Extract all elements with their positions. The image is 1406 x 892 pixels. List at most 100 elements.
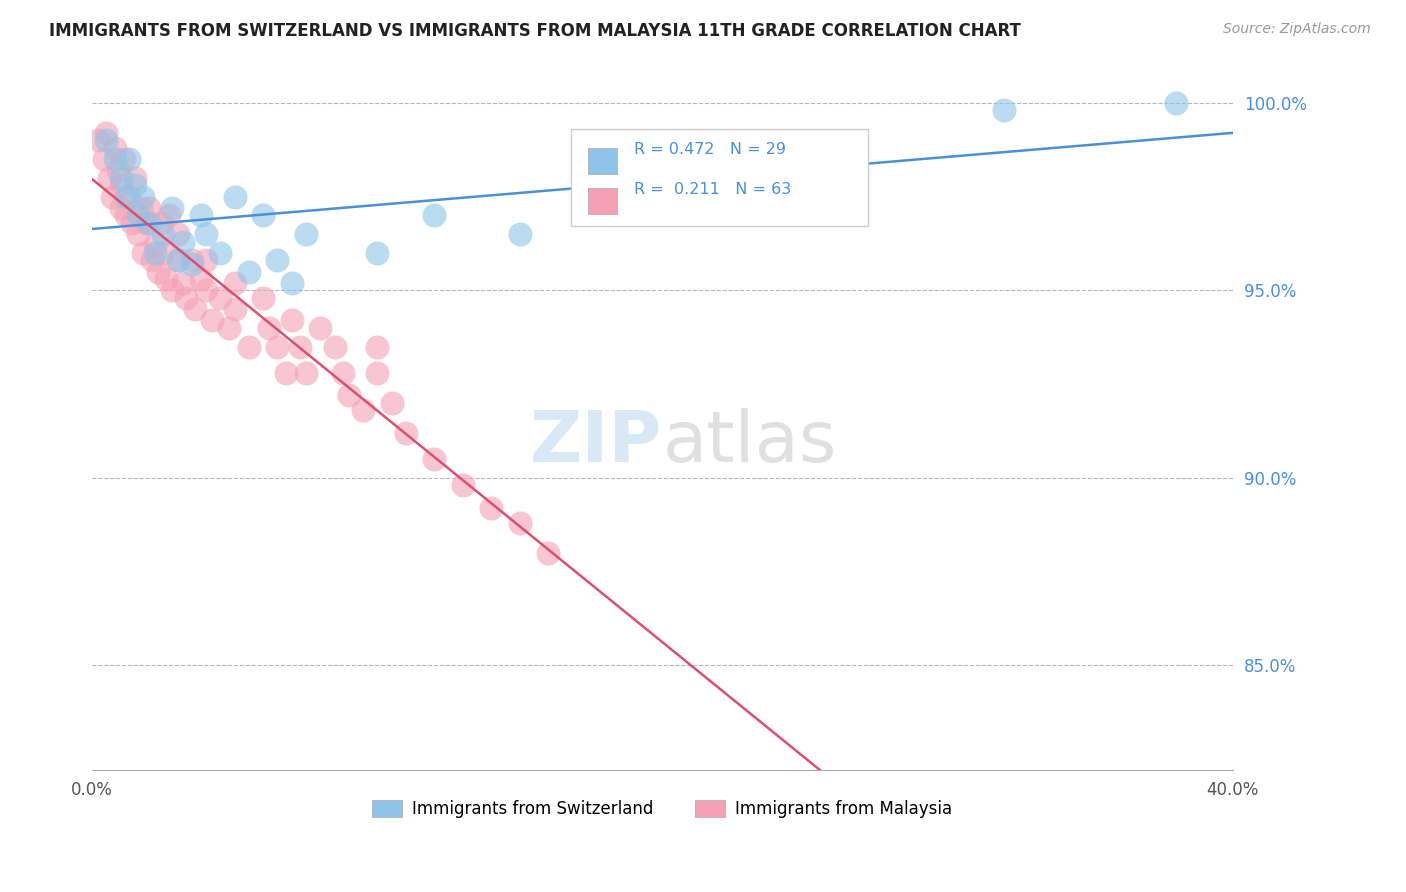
Point [155,272,177,286]
Point [238,264,260,278]
Bar [588,148,617,174]
Point [266,339,288,353]
Point [124,178,146,193]
Point [172,235,194,249]
Point [280,313,302,327]
Point [266,253,288,268]
Point [257,320,280,334]
Point [174,291,197,305]
Point [423,452,446,467]
Point [118,189,141,203]
Point [138,201,160,215]
Point [352,403,374,417]
Point [181,253,204,268]
Point [96,126,118,140]
Point [274,366,297,380]
Point [129,201,152,215]
Point [118,152,141,166]
Point [172,276,194,290]
Point [110,178,132,193]
Point [195,227,218,241]
Text: IMMIGRANTS FROM SWITZERLAND VS IMMIGRANTS FROM MALAYSIA 11TH GRADE CORRELATION C: IMMIGRANTS FROM SWITZERLAND VS IMMIGRANT… [49,22,1021,40]
Point [152,227,174,241]
Point [181,257,204,271]
Point [127,227,149,241]
Point [295,227,318,241]
Point [115,189,138,203]
Point [195,253,218,268]
Point [190,208,212,222]
Point [166,253,188,268]
Point [112,152,135,166]
Point [395,425,418,440]
Legend: Immigrants from Switzerland, Immigrants from Malaysia: Immigrants from Switzerland, Immigrants … [366,793,959,824]
Point [132,189,155,203]
Point [423,208,446,222]
Point [366,245,388,260]
Text: Source: ZipAtlas.com: Source: ZipAtlas.com [1223,22,1371,37]
Point [509,516,531,530]
Point [143,238,166,252]
Point [366,339,388,353]
Point [509,227,531,241]
Point [104,152,127,166]
Point [380,396,402,410]
Point [143,245,166,260]
Point [127,208,149,222]
Point [280,276,302,290]
Point [201,313,224,327]
Point [1164,95,1187,110]
Point [209,291,232,305]
Bar [588,187,617,214]
Point [152,245,174,260]
Point [184,301,207,316]
Point [337,388,360,402]
Point [104,141,127,155]
Point [309,320,332,334]
Point [110,170,132,185]
Point [195,283,218,297]
Point [124,170,146,185]
Point [132,245,155,260]
Point [87,133,110,147]
Point [451,478,474,492]
Point [101,189,124,203]
Point [146,264,169,278]
Point [115,208,138,222]
Point [993,103,1015,118]
Point [107,163,129,178]
Point [138,216,160,230]
Point [209,245,232,260]
Point [366,366,388,380]
Point [160,283,183,297]
Point [238,339,260,353]
Point [166,227,188,241]
Point [98,170,121,185]
FancyBboxPatch shape [571,128,868,227]
Point [190,272,212,286]
Point [295,366,318,380]
Point [224,189,246,203]
Text: atlas: atlas [662,408,837,477]
Point [110,201,132,215]
Point [121,216,143,230]
Point [96,133,118,147]
Text: ZIP: ZIP [530,408,662,477]
Point [290,339,312,353]
Point [479,500,502,515]
Point [160,201,183,215]
Point [332,366,354,380]
Text: R =  0.211   N = 63: R = 0.211 N = 63 [634,182,792,197]
Point [135,216,157,230]
Point [149,216,172,230]
Point [323,339,346,353]
Point [141,253,163,268]
Point [252,291,274,305]
Point [218,320,240,334]
Point [224,276,246,290]
Point [157,208,180,222]
Text: R = 0.472   N = 29: R = 0.472 N = 29 [634,142,786,157]
Point [93,152,115,166]
Point [166,253,188,268]
Point [537,546,560,560]
